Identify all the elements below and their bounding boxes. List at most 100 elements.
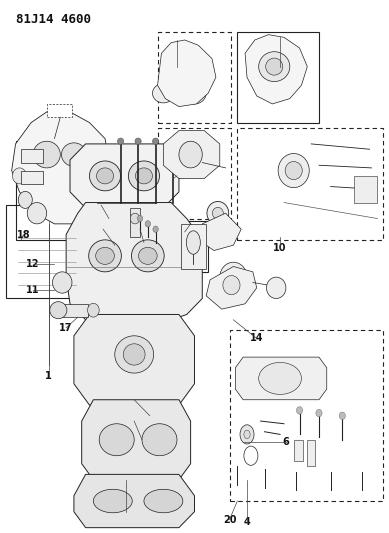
Ellipse shape [153,226,158,232]
Ellipse shape [117,138,124,144]
Polygon shape [12,112,109,224]
Ellipse shape [90,195,104,210]
Bar [237,128,383,240]
Ellipse shape [220,262,247,292]
Ellipse shape [131,240,164,272]
Text: 11: 11 [26,286,40,295]
Ellipse shape [93,489,132,513]
Ellipse shape [278,154,309,188]
Ellipse shape [296,407,303,414]
Ellipse shape [152,84,174,103]
Bar [60,304,88,317]
Text: 9: 9 [138,435,145,445]
Ellipse shape [207,201,229,225]
Text: 18: 18 [16,230,30,239]
Ellipse shape [96,168,114,184]
Ellipse shape [144,489,183,513]
Ellipse shape [142,424,177,456]
Ellipse shape [61,143,86,166]
Polygon shape [206,266,257,309]
Ellipse shape [130,213,140,224]
Ellipse shape [50,302,67,319]
Polygon shape [198,213,241,251]
Text: 3: 3 [123,507,130,516]
Ellipse shape [89,240,121,272]
Polygon shape [235,357,327,400]
Ellipse shape [186,231,200,254]
Ellipse shape [12,168,26,184]
Ellipse shape [170,138,176,144]
Ellipse shape [33,141,60,168]
Ellipse shape [115,336,154,373]
Ellipse shape [183,83,206,104]
Ellipse shape [18,191,32,208]
Text: 8: 8 [277,62,284,71]
Text: 15: 15 [102,214,116,223]
Ellipse shape [339,412,345,419]
Ellipse shape [240,425,254,444]
Bar [47,104,72,117]
Ellipse shape [159,60,194,94]
Ellipse shape [53,272,72,293]
Ellipse shape [316,409,322,417]
Text: 10: 10 [273,243,287,253]
Ellipse shape [99,169,111,183]
Polygon shape [158,40,216,107]
Text: 5: 5 [111,240,118,250]
Ellipse shape [259,52,290,82]
Bar [130,208,140,237]
Bar [16,141,80,240]
Text: 14: 14 [250,334,263,343]
Polygon shape [74,474,194,528]
Ellipse shape [88,303,99,317]
Text: 1: 1 [45,371,52,381]
Polygon shape [70,144,179,208]
Bar [294,440,303,461]
Ellipse shape [223,276,240,295]
Text: 20: 20 [223,515,236,524]
Ellipse shape [259,362,301,394]
Text: 19: 19 [137,238,151,247]
Ellipse shape [89,161,121,191]
Bar [181,224,206,269]
Ellipse shape [135,168,152,184]
Bar [6,205,82,298]
Ellipse shape [266,58,283,75]
Ellipse shape [179,141,202,168]
Ellipse shape [152,138,159,144]
Ellipse shape [27,203,47,224]
Ellipse shape [285,161,302,180]
Ellipse shape [138,247,157,264]
Text: 2: 2 [146,411,153,421]
Polygon shape [66,203,202,320]
Bar [237,32,319,123]
Text: 81J14 4600: 81J14 4600 [16,13,91,26]
Ellipse shape [128,161,159,191]
Text: 17: 17 [60,323,73,333]
Ellipse shape [266,277,286,298]
Bar [21,171,43,184]
Ellipse shape [96,247,114,264]
Bar [158,32,231,123]
Bar [307,440,315,466]
Ellipse shape [137,215,143,222]
Bar [179,221,208,272]
Bar [158,128,231,219]
Ellipse shape [167,68,187,87]
Ellipse shape [145,221,151,227]
Text: 13: 13 [170,171,184,181]
Bar [21,149,43,163]
Polygon shape [74,314,194,405]
Ellipse shape [135,138,141,144]
Text: 7: 7 [173,62,180,71]
Polygon shape [163,131,220,179]
Ellipse shape [244,430,250,439]
Polygon shape [245,35,307,104]
Text: 4: 4 [244,518,251,527]
Bar [230,330,383,501]
Text: 16: 16 [178,227,191,237]
Text: 12: 12 [26,259,40,269]
Polygon shape [82,400,191,480]
Ellipse shape [99,424,134,456]
Ellipse shape [123,344,145,365]
